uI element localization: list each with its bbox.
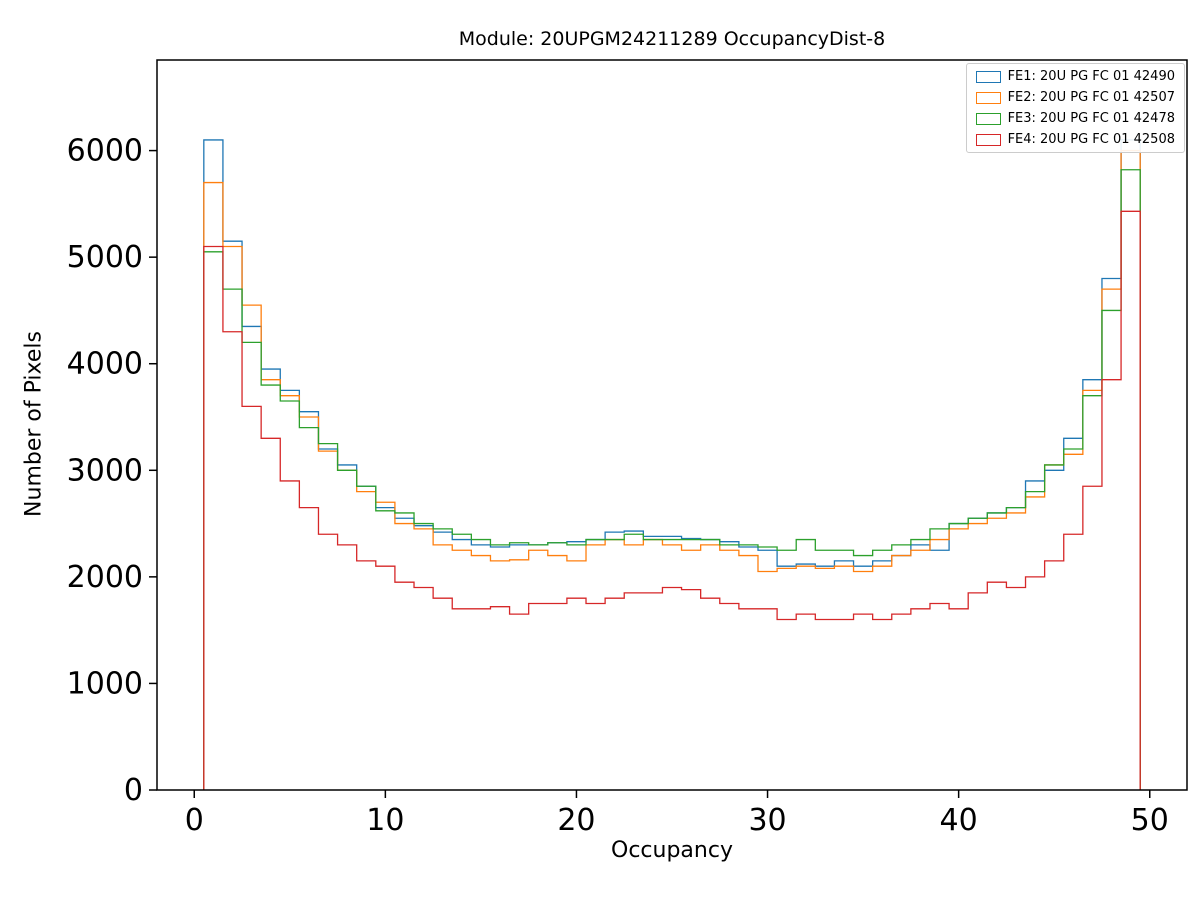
- x-axis-label: Occupancy: [611, 838, 733, 863]
- series-fe3: [203, 169, 1141, 790]
- y-tick-label: 5000: [67, 240, 143, 275]
- legend-entry: FE4: 20U PG FC 01 42508: [975, 132, 1175, 147]
- y-tick-label: 3000: [67, 453, 143, 488]
- chart-title: Module: 20UPGM24211289 OccupancyDist-8: [458, 28, 886, 50]
- legend-swatch-icon: [975, 112, 1001, 125]
- legend-swatch-icon: [975, 91, 1001, 104]
- legend-entry: FE3: 20U PG FC 01 42478: [975, 111, 1175, 126]
- legend-label: FE3: 20U PG FC 01 42478: [1007, 111, 1175, 126]
- legend-label: FE1: 20U PG FC 01 42490: [1007, 69, 1175, 84]
- legend-entry: FE1: 20U PG FC 01 42490: [975, 69, 1175, 84]
- legend-swatch-icon: [975, 133, 1001, 146]
- series-fe1: [203, 139, 1141, 790]
- x-tick-label: 50: [1131, 803, 1169, 838]
- y-tick-label: 2000: [67, 560, 143, 595]
- legend: FE1: 20U PG FC 01 42490 FE2: 20U PG FC 01…: [965, 63, 1185, 153]
- y-tick-label: 1000: [67, 666, 143, 701]
- legend-swatch-icon: [975, 70, 1001, 83]
- y-tick-label: 4000: [67, 347, 143, 382]
- legend-label: FE4: 20U PG FC 01 42508: [1007, 132, 1175, 147]
- legend-entry: FE2: 20U PG FC 01 42507: [975, 90, 1175, 105]
- x-tick-label: 40: [940, 803, 978, 838]
- y-axis-label: Number of Pixels: [21, 331, 47, 517]
- y-tick-label: 0: [124, 773, 143, 808]
- y-tick-label: 6000: [67, 134, 143, 169]
- x-tick-label: 30: [748, 803, 786, 838]
- x-tick-label: 0: [185, 803, 204, 838]
- x-tick-label: 10: [366, 803, 404, 838]
- legend-label: FE2: 20U PG FC 01 42507: [1007, 90, 1175, 105]
- x-tick-label: 20: [557, 803, 595, 838]
- axes-frame: [156, 59, 1188, 791]
- series-fe4: [203, 210, 1141, 790]
